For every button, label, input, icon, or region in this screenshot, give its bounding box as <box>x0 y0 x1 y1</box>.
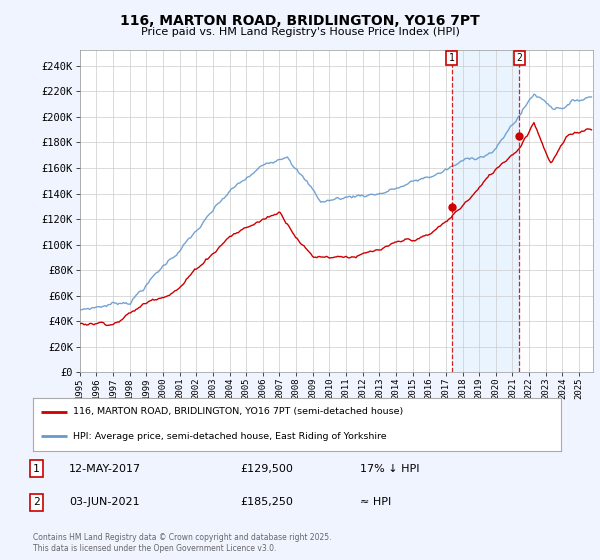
Text: Price paid vs. HM Land Registry's House Price Index (HPI): Price paid vs. HM Land Registry's House … <box>140 27 460 37</box>
Text: 116, MARTON ROAD, BRIDLINGTON, YO16 7PT (semi-detached house): 116, MARTON ROAD, BRIDLINGTON, YO16 7PT … <box>73 408 403 417</box>
Text: 1: 1 <box>449 53 455 63</box>
Text: Contains HM Land Registry data © Crown copyright and database right 2025.
This d: Contains HM Land Registry data © Crown c… <box>33 533 331 553</box>
Text: ≈ HPI: ≈ HPI <box>360 497 391 507</box>
Text: HPI: Average price, semi-detached house, East Riding of Yorkshire: HPI: Average price, semi-detached house,… <box>73 432 386 441</box>
Text: 1: 1 <box>33 464 40 474</box>
Bar <box>452 50 520 372</box>
Text: 17% ↓ HPI: 17% ↓ HPI <box>360 464 419 474</box>
Text: 116, MARTON ROAD, BRIDLINGTON, YO16 7PT: 116, MARTON ROAD, BRIDLINGTON, YO16 7PT <box>120 14 480 28</box>
Text: £185,250: £185,250 <box>240 497 293 507</box>
Text: 03-JUN-2021: 03-JUN-2021 <box>69 497 140 507</box>
Text: 12-MAY-2017: 12-MAY-2017 <box>69 464 141 474</box>
Text: 2: 2 <box>517 53 523 63</box>
Text: 2: 2 <box>33 497 40 507</box>
Text: £129,500: £129,500 <box>240 464 293 474</box>
